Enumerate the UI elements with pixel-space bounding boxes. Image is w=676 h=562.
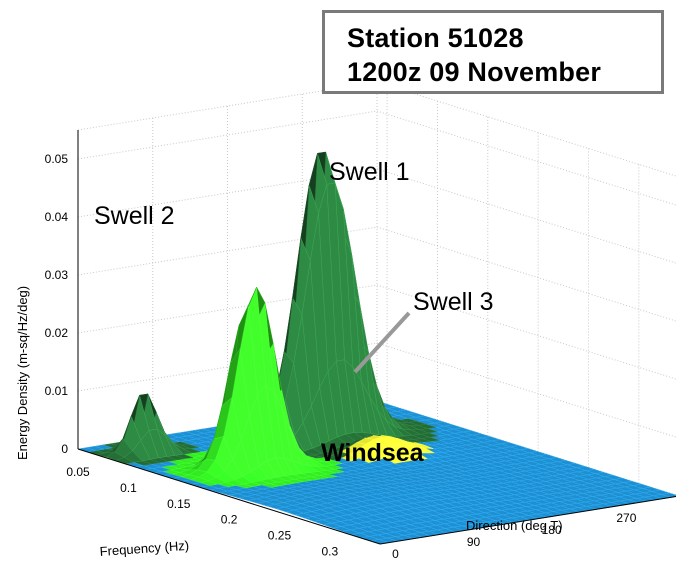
x-tick-label: 0.25	[268, 529, 292, 543]
y-tick-label: 180	[542, 523, 562, 537]
swell-3-label: Swell 3	[413, 288, 494, 316]
x-tick-label: 0.1	[120, 481, 137, 495]
x-tick-label: 0.2	[221, 513, 238, 527]
x-axis-label: Frequency (Hz)	[99, 538, 189, 559]
x-tick-label: 0.15	[167, 497, 191, 511]
title-station: Station 51028	[347, 23, 524, 53]
swell-2-label: Swell 2	[94, 202, 175, 230]
y-axis-line	[380, 496, 676, 545]
swell-3-leader-line	[353, 311, 411, 374]
title-time: 1200z 09 November	[347, 57, 602, 87]
x-tick-label: 0.3	[321, 544, 338, 558]
y-axis-label: Direction (deg T)	[466, 518, 563, 533]
z-tick-label: 0.03	[45, 268, 69, 282]
z-tick-label: 0.05	[45, 152, 69, 166]
z-tick-label: 0.02	[45, 326, 69, 340]
z-tick-label: 0.01	[45, 384, 69, 398]
x-axis-line	[77, 448, 381, 545]
z-axis-label: Energy Density (m-sq/Hz/deg)	[15, 286, 30, 460]
swell-1-label: Swell 1	[329, 158, 410, 186]
z-tick-label: 0	[61, 442, 68, 456]
x-tick-label: 0.05	[66, 465, 90, 479]
y-tick-label: 0	[392, 547, 399, 561]
y-tick-label: 270	[616, 511, 636, 525]
windsea-label: Windsea	[321, 439, 425, 467]
axis-ticks: 0 0.01 0.02 0.03 0.04 0.05 0.05 0.1 0.15 0.2 0.25 0…	[45, 130, 676, 561]
z-tick-label: 0.04	[45, 210, 69, 224]
title-box: Station 51028 1200z 09 November	[322, 10, 664, 94]
y-tick-label: 90	[467, 535, 481, 549]
